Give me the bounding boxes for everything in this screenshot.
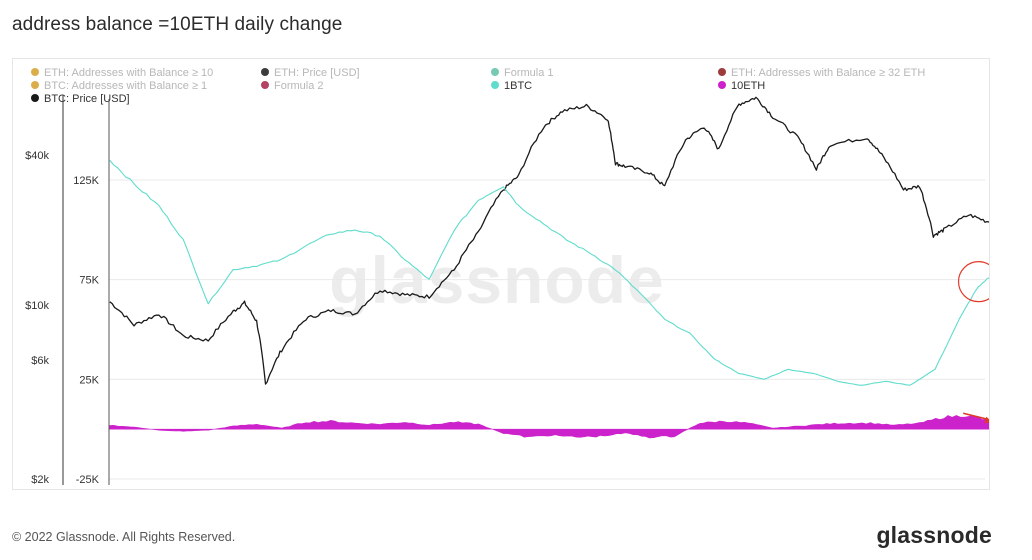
- legend-swatch: [491, 81, 499, 89]
- legend-label: Formula 2: [274, 80, 324, 92]
- legend-item[interactable]: 10ETH: [718, 80, 765, 92]
- legend: ETH: Addresses with Balance ≥ 10 ETH: Pri…: [31, 67, 925, 105]
- gridlines: [109, 179, 985, 480]
- legend-label: BTC: Addresses with Balance ≥ 1: [44, 80, 207, 92]
- series-btc-price-line: [109, 96, 989, 385]
- legend-label: BTC: Price [USD]: [44, 93, 130, 105]
- legend-item[interactable]: BTC: Addresses with Balance ≥ 1: [31, 80, 207, 92]
- legend-label: 10ETH: [731, 80, 765, 92]
- legend-item[interactable]: ETH: Addresses with Balance ≥ 32 ETH: [718, 67, 925, 79]
- y-left-tick-label: $2k: [31, 474, 49, 486]
- page-title: address balance =10ETH daily change: [12, 14, 343, 35]
- highlight-circle: [957, 261, 989, 303]
- chart-svg: glassnode ETH: Addresses with Balance ≥ …: [25, 67, 989, 486]
- legend-item[interactable]: Formula 1: [491, 67, 554, 79]
- y-left-tick-label: $6k: [31, 355, 49, 367]
- y-right-tick-label: 75K: [79, 275, 99, 287]
- y-right-tick-label: 125K: [73, 175, 99, 187]
- legend-item[interactable]: 1BTC: [491, 80, 532, 92]
- legend-swatch: [31, 81, 39, 89]
- series-1btc-line: [109, 160, 989, 386]
- glassnode-logo[interactable]: glassnode: [876, 522, 992, 548]
- legend-swatch: [261, 68, 269, 76]
- legend-item[interactable]: BTC: Price [USD]: [31, 93, 130, 105]
- legend-swatch: [718, 81, 726, 89]
- legend-swatch: [491, 68, 499, 76]
- legend-item[interactable]: ETH: Addresses with Balance ≥ 10: [31, 67, 213, 79]
- y-right-tick-label: -25K: [76, 474, 100, 486]
- y-left-tick-label: $40k: [25, 150, 49, 162]
- series-layer: [109, 96, 989, 439]
- legend-label: ETH: Price [USD]: [274, 67, 360, 79]
- legend-item[interactable]: Formula 2: [261, 80, 324, 92]
- legend-swatch: [31, 68, 39, 76]
- trend-arrow: [962, 412, 989, 424]
- legend-swatch: [31, 94, 39, 102]
- chart-frame: glassnode ETH: Addresses with Balance ≥ …: [12, 58, 990, 490]
- legend-swatch: [261, 81, 269, 89]
- legend-swatch: [718, 68, 726, 76]
- annotations: [957, 261, 989, 424]
- series-10eth-area: [109, 414, 989, 439]
- legend-label: Formula 1: [504, 67, 554, 79]
- copyright-text: © 2022 Glassnode. All Rights Reserved.: [12, 530, 236, 544]
- y-right-tick-label: 25K: [79, 374, 99, 386]
- legend-label: ETH: Addresses with Balance ≥ 10: [44, 67, 213, 79]
- legend-label: 1BTC: [504, 80, 532, 92]
- y-left-tick-label: $10k: [25, 300, 49, 312]
- legend-label: ETH: Addresses with Balance ≥ 32 ETH: [731, 67, 925, 79]
- legend-item[interactable]: ETH: Price [USD]: [261, 67, 360, 79]
